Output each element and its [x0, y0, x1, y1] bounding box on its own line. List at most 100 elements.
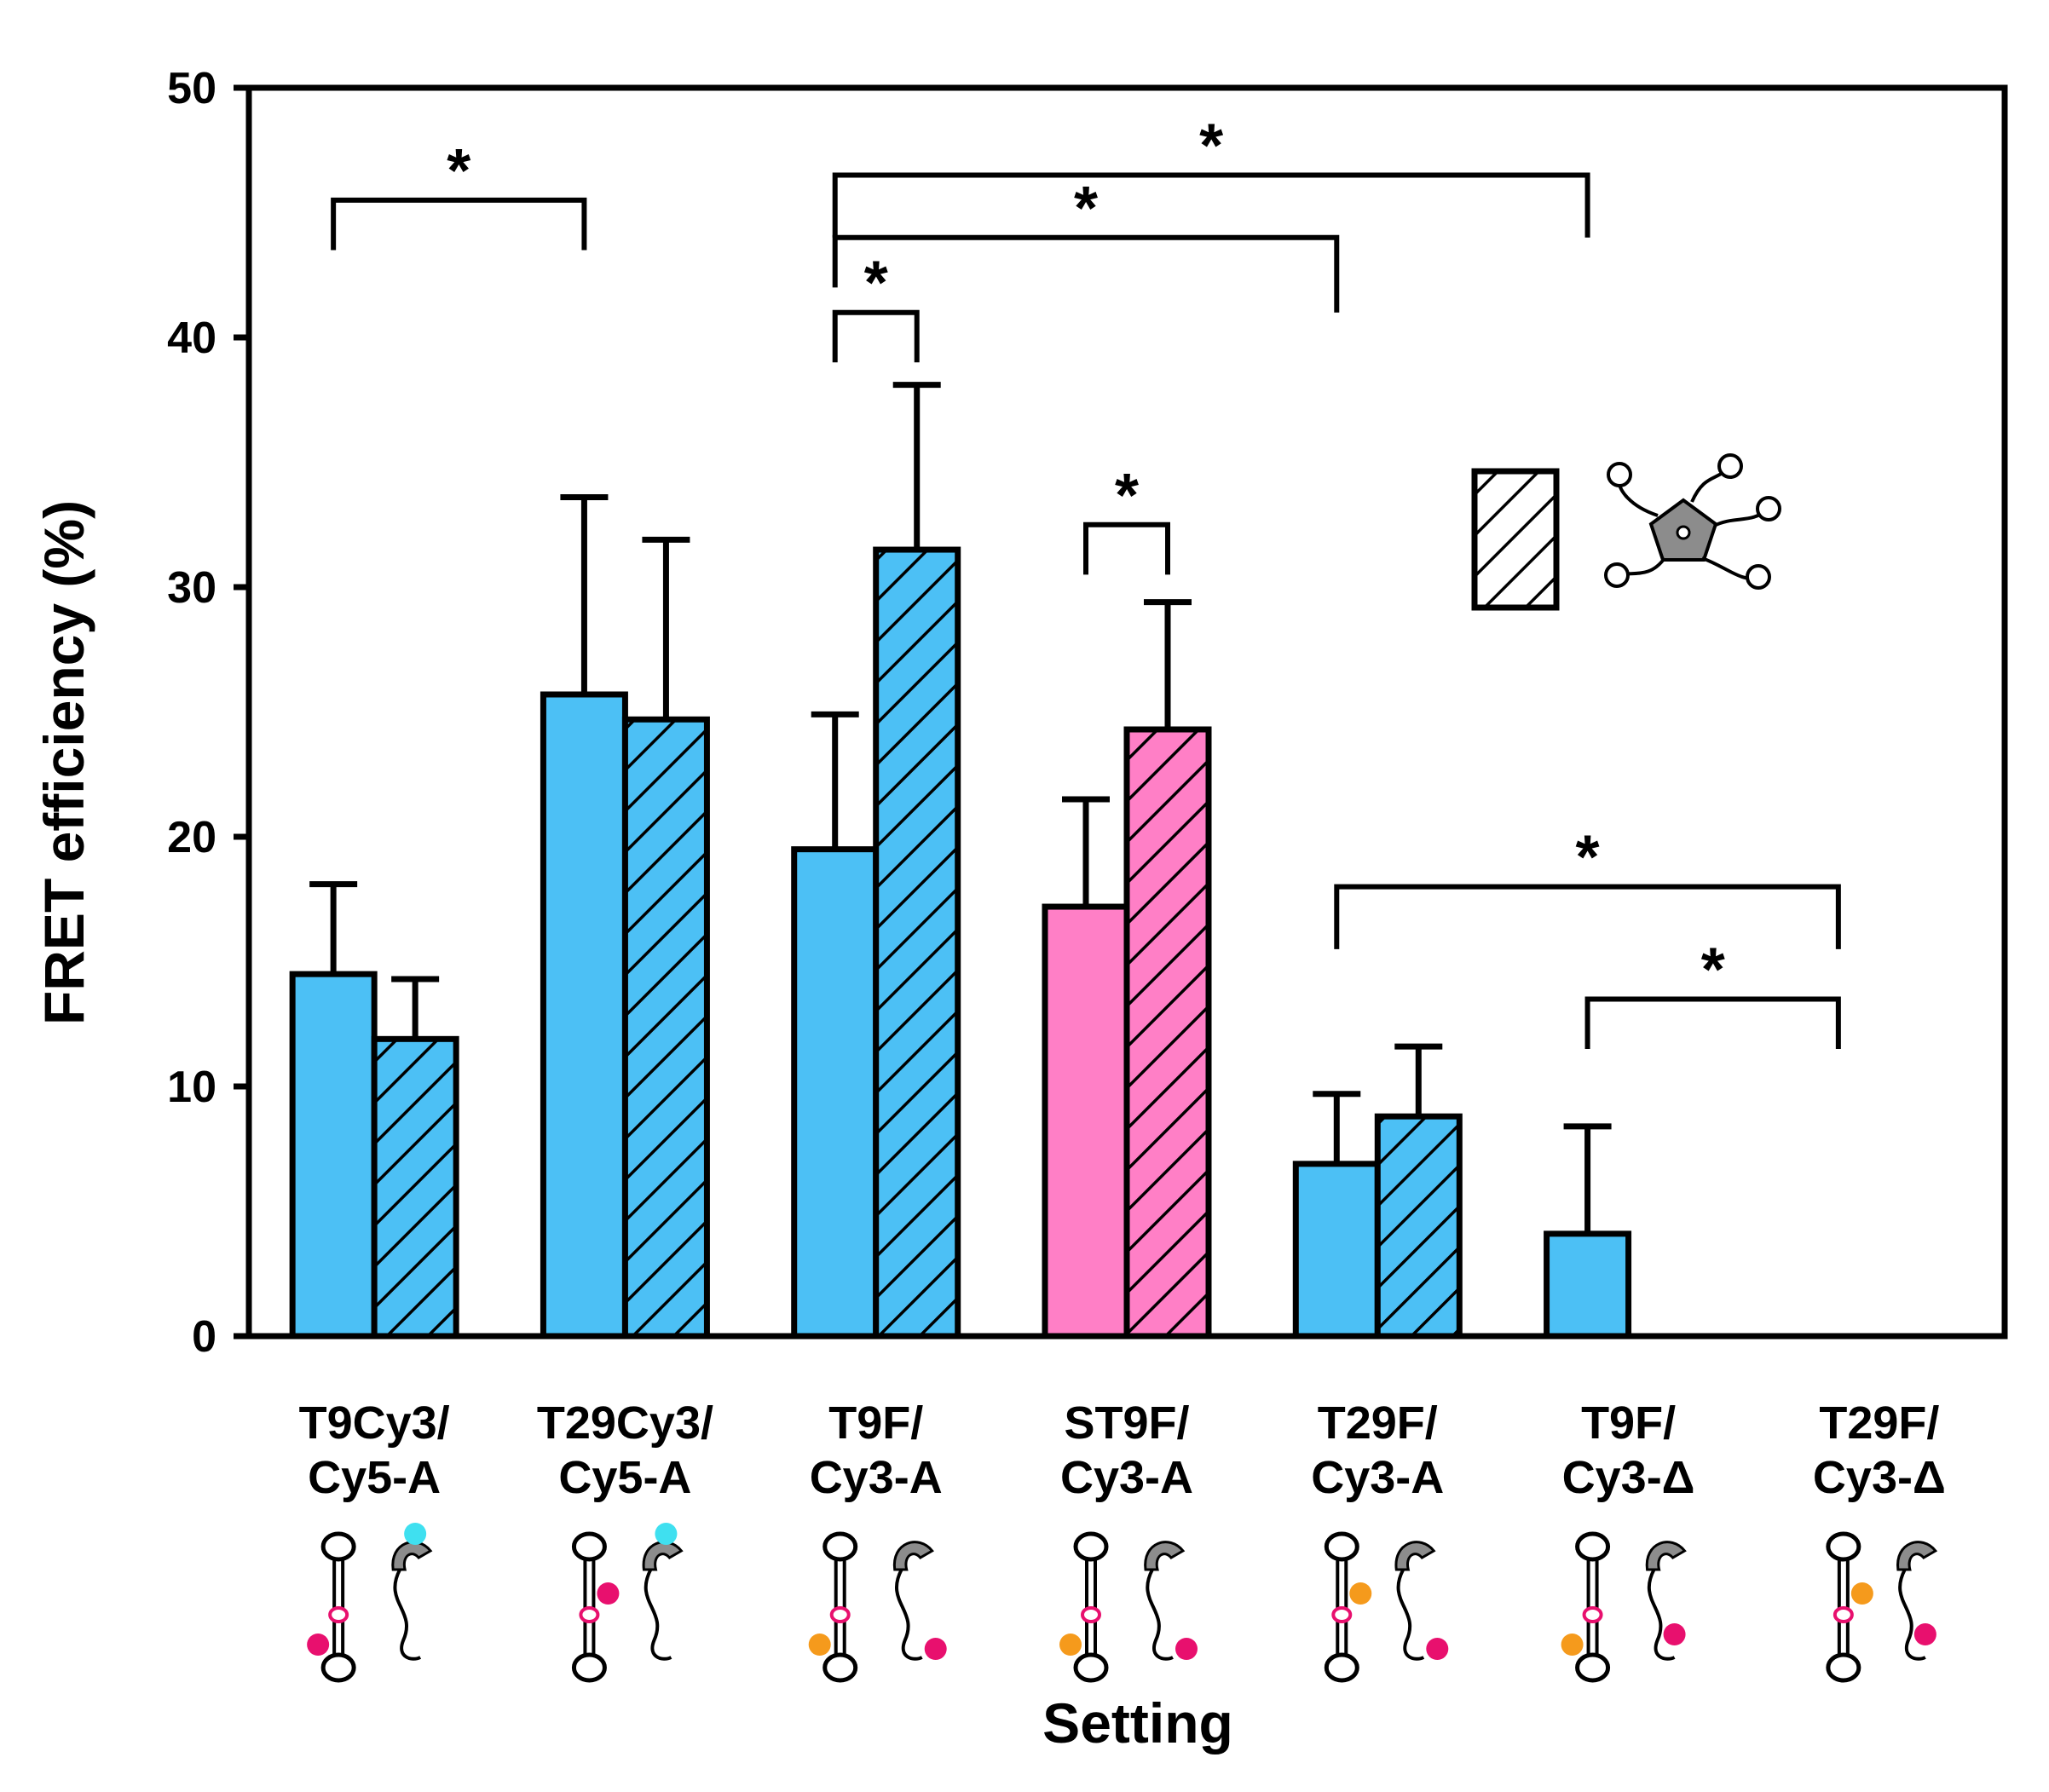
significance-star-5: *	[1576, 824, 1600, 892]
bar-solid-5	[1546, 1233, 1629, 1336]
category-label-6-line1: T29F/	[1819, 1397, 1939, 1449]
significance-star-6: *	[1701, 936, 1725, 1004]
bar-hatch-0	[374, 1039, 457, 1336]
protein-head-icon	[391, 1541, 433, 1571]
bar-hatch-2	[875, 550, 958, 1336]
rna-bottom-loop	[1575, 1652, 1611, 1683]
bar-solid-3	[1045, 907, 1127, 1336]
target-site-marker	[1582, 1606, 1603, 1623]
schematic-3	[1059, 1531, 1198, 1683]
y-tick-label-0: 0	[192, 1312, 216, 1362]
protein-head-icon	[1896, 1541, 1938, 1571]
bar-solid-1	[543, 694, 626, 1336]
ligand-molecule-icon	[1604, 453, 1781, 590]
rna-top-loop	[1575, 1531, 1611, 1562]
category-label-3-line1: ST9F/	[1064, 1397, 1189, 1449]
significance-bracket-5	[1334, 884, 1841, 949]
category-label-4-line2: Cy3-A	[1311, 1452, 1444, 1503]
ligand-center	[1676, 525, 1691, 540]
schematic-1	[571, 1523, 684, 1683]
target-site-marker	[328, 1606, 349, 1623]
protein-tail	[1648, 1569, 1676, 1661]
category-label-5-line2: Cy3-Δ	[1562, 1452, 1695, 1503]
significance-star-2: *	[1074, 175, 1098, 243]
rna-top-loop	[571, 1531, 607, 1562]
bar-hatch-4	[1377, 1116, 1460, 1336]
bar-solid-2	[794, 849, 876, 1336]
protein-head-icon	[1394, 1541, 1436, 1571]
fluorophore-rna	[1561, 1634, 1584, 1656]
significance-star-0: *	[447, 137, 470, 205]
significance-star-3: *	[864, 250, 888, 318]
schematic-2	[808, 1531, 947, 1683]
significance-star-1: *	[1199, 112, 1223, 181]
category-label-6-line2: Cy3-Δ	[1813, 1452, 1946, 1503]
fluorophore-rna	[1059, 1634, 1082, 1656]
protein-tail	[1146, 1569, 1174, 1661]
fluorophore-rna	[808, 1634, 831, 1656]
target-site-marker	[579, 1606, 600, 1623]
fluorophore-rna	[597, 1582, 620, 1605]
category-label-0-line2: Cy5-A	[308, 1452, 441, 1503]
significance-bracket-6	[1584, 996, 1841, 1050]
protein-head-icon	[642, 1541, 684, 1571]
ligand-arm-end-2	[1756, 496, 1781, 521]
y-tick-label-4: 40	[167, 314, 216, 363]
fluorophore-protein	[1663, 1623, 1686, 1645]
target-site-marker	[829, 1606, 851, 1623]
y-tick-label-2: 20	[167, 813, 216, 862]
protein-tail	[644, 1569, 672, 1661]
rna-bottom-loop	[571, 1652, 607, 1683]
fluorophore-protein	[1175, 1638, 1198, 1660]
category-label-5-line1: T9F/	[1581, 1397, 1676, 1449]
bar-hatch-3	[1127, 729, 1209, 1336]
category-label-3-line2: Cy3-A	[1060, 1452, 1193, 1503]
rna-top-loop	[320, 1531, 356, 1562]
ligand-arm-end-1	[1717, 453, 1743, 479]
bar-solid-4	[1296, 1163, 1378, 1336]
rna-top-loop	[822, 1531, 858, 1562]
category-label-1-line2: Cy5-A	[558, 1452, 691, 1503]
y-tick-label-5: 50	[167, 64, 216, 113]
category-label-4-line1: T29F/	[1318, 1397, 1438, 1449]
significance-bracket-0	[331, 197, 587, 251]
fluorophore-rna	[1850, 1582, 1873, 1605]
rna-top-loop	[1324, 1531, 1359, 1562]
fluorophore-rna	[307, 1634, 330, 1656]
protein-tail	[1396, 1569, 1425, 1661]
rna-bottom-loop	[1073, 1652, 1109, 1683]
category-label-0-line1: T9Cy3/	[299, 1397, 450, 1449]
bar-solid-0	[292, 974, 375, 1336]
legend	[1471, 453, 1781, 611]
target-site-marker	[1833, 1606, 1854, 1623]
fluorophore-protein	[924, 1638, 947, 1660]
significance-bracket-3	[832, 309, 920, 363]
protein-head-icon	[1144, 1541, 1186, 1571]
rna-bottom-loop	[320, 1652, 356, 1683]
fluorophore-protein	[1426, 1638, 1449, 1660]
category-label-2-line1: T9F/	[828, 1397, 923, 1449]
protein-tail	[895, 1569, 923, 1661]
fluorophore-protein	[404, 1523, 427, 1545]
category-label-1-line1: T29Cy3/	[537, 1397, 713, 1449]
schematic-5	[1561, 1531, 1687, 1683]
significance-bracket-2	[832, 234, 1340, 313]
rna-bottom-loop	[1324, 1652, 1359, 1683]
target-site-marker	[1081, 1606, 1101, 1623]
ligand-arm-end-0	[1607, 462, 1632, 487]
bar-hatch-1	[625, 719, 707, 1336]
schematic-6	[1826, 1531, 1938, 1683]
ligand-arm-end-3	[1746, 564, 1771, 590]
category-label-2-line2: Cy3-A	[810, 1452, 943, 1503]
legend-swatch-hatch	[1475, 471, 1556, 608]
significance-star-4: *	[1115, 462, 1139, 530]
significance-bracket-4	[1083, 521, 1170, 575]
y-tick-label-3: 30	[167, 563, 216, 613]
schematic-0	[307, 1523, 433, 1683]
legend-swatch-hatched	[1471, 468, 1560, 611]
y-axis-title: FRET efficiency (%)	[32, 500, 95, 1025]
x-axis-title: Setting	[1042, 1691, 1233, 1755]
protein-head-icon	[893, 1541, 934, 1571]
